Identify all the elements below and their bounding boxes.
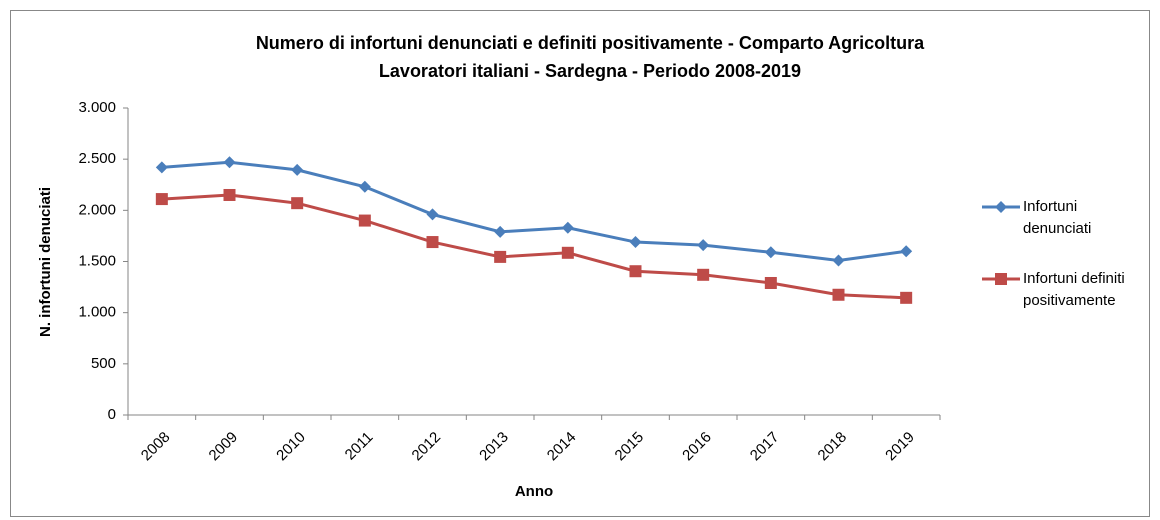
chart-title: Numero di infortuni denunciati e definit… [256, 33, 925, 53]
point [358, 180, 371, 193]
point [494, 225, 507, 238]
point [494, 250, 507, 263]
point [629, 236, 642, 249]
y-tick-label: 2.000 [78, 201, 116, 218]
y-tick-label: 3.000 [78, 99, 116, 116]
point [995, 201, 1007, 213]
point [697, 268, 710, 281]
x-axis-title: Anno [515, 483, 553, 500]
point [223, 188, 236, 201]
point [995, 273, 1007, 285]
point [629, 265, 642, 278]
point [764, 246, 777, 259]
point [155, 193, 168, 206]
y-tick-label: 1.000 [78, 304, 116, 321]
series-line [161, 193, 907, 300]
point [832, 288, 845, 301]
series-line [161, 160, 907, 262]
y-axis-title: N. infortuni denuciati [37, 187, 54, 337]
point [358, 214, 371, 227]
point [291, 163, 304, 176]
y-tick-label: 2.500 [78, 150, 116, 167]
point [561, 221, 574, 234]
point [426, 236, 439, 249]
chart-subtitle: Lavoratori italiani - Sardegna - Periodo… [379, 61, 801, 81]
point [900, 245, 913, 258]
point [764, 276, 777, 289]
legend-label: Infortuni denunciati [1023, 198, 1092, 237]
legend-label: Infortuni definiti positivamente [1023, 270, 1125, 309]
chart-border [10, 10, 1150, 517]
point [561, 246, 574, 259]
point [155, 161, 168, 174]
point [291, 197, 304, 210]
point [697, 239, 710, 252]
point [426, 208, 439, 221]
y-tick-label: 1.500 [78, 252, 116, 269]
point [900, 291, 913, 304]
point [223, 156, 236, 169]
point [832, 254, 845, 267]
y-tick-label: 0 [108, 406, 116, 423]
y-tick-label: 500 [91, 355, 116, 372]
